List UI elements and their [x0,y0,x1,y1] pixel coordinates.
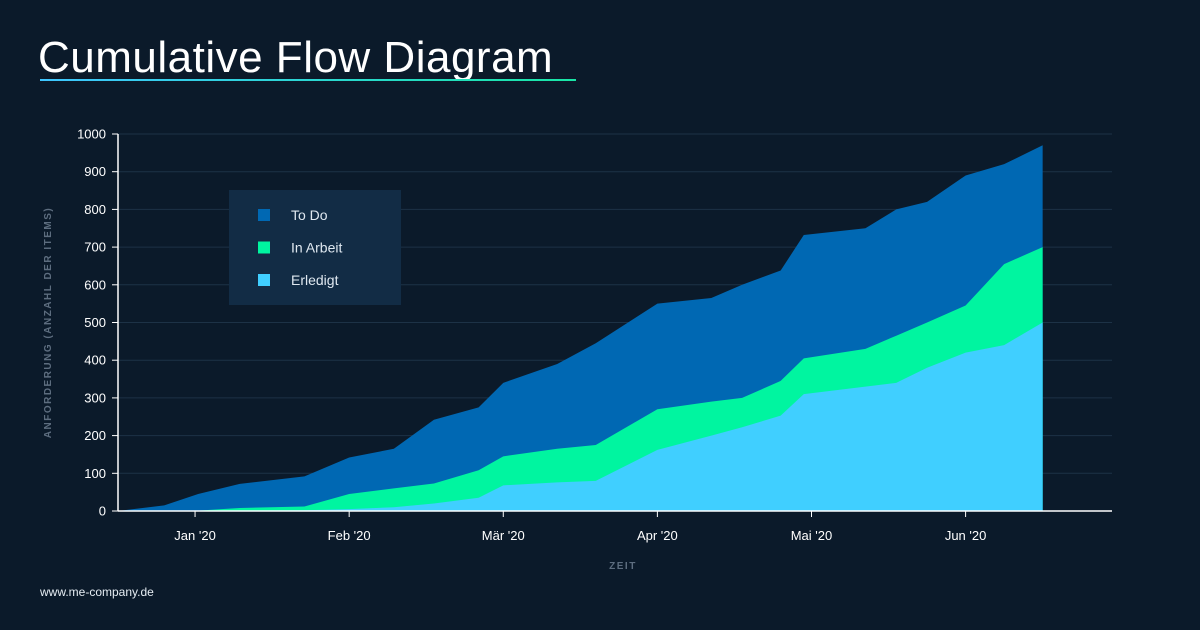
title-underline [40,79,576,81]
y-tick-label-4: 400 [84,353,106,368]
x-tick-label-5: Jun '20 [945,528,987,543]
y-tick-label-7: 700 [84,240,106,255]
axes: 0 100 200 300 400 500 600 700 800 900 1000 Jan '20 F… [77,127,1112,543]
x-tick-label-3: Apr '20 [637,528,678,543]
y-tick-label-9: 900 [84,164,106,179]
x-tick-label-2: Mär '20 [482,528,525,543]
page-title: Cumulative Flow Diagram [38,33,554,82]
y-tick-label-2: 200 [84,428,106,443]
legend-swatch-in-arbeit [258,241,270,254]
x-axis-title: ZEIT [609,561,637,572]
y-tick-label-8: 800 [84,202,106,217]
area-erledigt [118,322,1043,511]
footer-url: www.me-company.de [40,585,154,599]
legend-swatch-erledigt [258,274,270,286]
legend-label-erledigt: Erledigt [291,272,339,288]
area-series [118,145,1043,511]
y-tick-label-0: 0 [99,504,106,519]
x-tick-label-1: Feb '20 [328,528,371,543]
y-tick-label-5: 500 [84,315,106,330]
x-tick-label-4: Mai '20 [791,528,833,543]
y-tick-label-6: 600 [84,277,106,292]
legend: To Do In Arbeit Erledigt [229,190,401,305]
legend-label-in-arbeit: In Arbeit [291,240,342,256]
y-tick-label-10: 1000 [77,127,106,142]
legend-label-to-do: To Do [291,207,328,223]
y-tick-label-1: 100 [84,466,106,481]
x-tick-label-0: Jan '20 [174,528,216,543]
y-tick-label-3: 300 [84,390,106,405]
legend-swatch-to-do [258,209,270,221]
y-axis-title: ANFORDERUNG (ANZAHL DER ITEMS) [43,207,54,438]
legend-box [229,190,401,305]
